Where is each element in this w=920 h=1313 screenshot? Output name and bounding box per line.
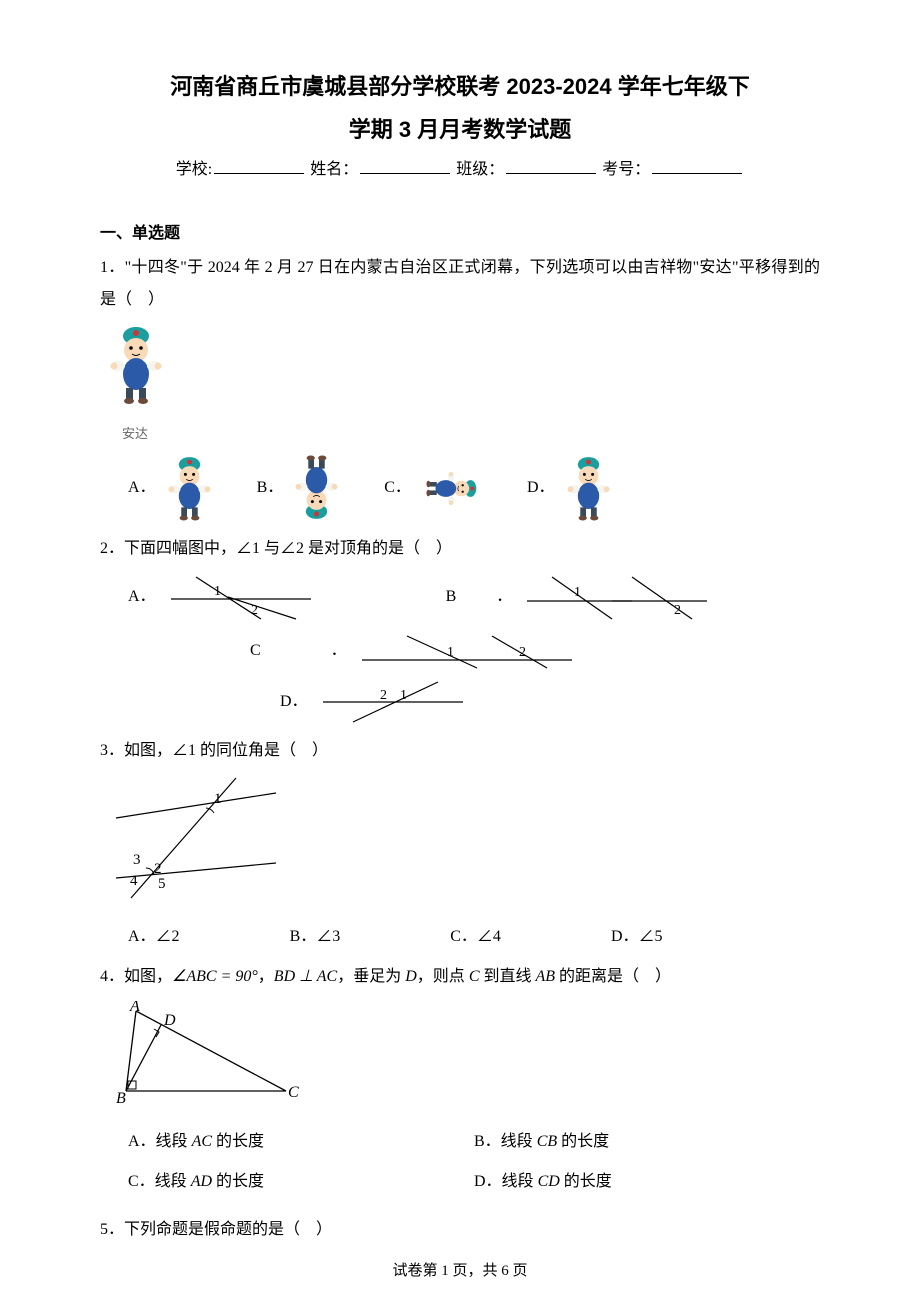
q4-pre: 4．如图， — [100, 968, 172, 985]
q3-diagram: 1 3 2 4 5 — [106, 773, 286, 903]
svg-text:A: A — [129, 1001, 140, 1015]
svg-text:1: 1 — [214, 791, 222, 807]
q1-opt-b-label: B． — [257, 472, 284, 504]
q3-opt-d: D．∠5 — [611, 921, 663, 953]
q1-opt-a-label: A． — [128, 472, 156, 504]
svg-text:1: 1 — [447, 645, 454, 660]
q4-text: 4．如图，∠ABC = 90°，BD ⊥ AC，垂足为 D，则点 C 到直线 A… — [100, 961, 820, 993]
q2-diagram-b: 1 2 — [512, 569, 712, 624]
section-header: 一、单选题 — [100, 222, 820, 246]
q3-opt-a: A．∠2 — [128, 921, 180, 953]
svg-text:4: 4 — [130, 873, 138, 889]
title-line-2: 学期 3 月月考数学试题 — [100, 113, 820, 146]
svg-text:1: 1 — [400, 688, 407, 703]
svg-text:2: 2 — [674, 603, 681, 618]
q3-text: 3．如图，∠1 的同位角是（ ） — [100, 735, 820, 767]
question-5: 5．下列命题是假命题的是（ ） — [100, 1214, 820, 1246]
q2-row-d: D． 2 1 — [280, 677, 820, 727]
q2-opt-b-dot: ． — [496, 581, 512, 613]
q3-opt-b: B．∠3 — [290, 921, 341, 953]
question-1: 1．"十四冬"于 2024 年 2 月 27 日在内蒙古自治区正式闭幕，下列选项… — [100, 252, 820, 523]
footer: 试卷第 1 页，共 6 页 — [100, 1260, 820, 1283]
q4-m4: 到直线 — [479, 968, 535, 985]
q4-options: A．线段 AC 的长度 B．线段 CB 的长度 C．线段 AD 的长度 D．线段… — [128, 1126, 820, 1206]
question-3: 3．如图，∠1 的同位角是（ ） 1 3 2 4 5 A．∠2 B．∠3 C．∠… — [100, 735, 820, 953]
q3-options: A．∠2 B．∠3 C．∠4 D．∠5 — [128, 921, 820, 953]
svg-text:D: D — [163, 1012, 176, 1029]
svg-text:2: 2 — [519, 645, 526, 660]
q4-opt-d: D．线段 CD 的长度 — [474, 1166, 820, 1198]
q3-opt-c: C．∠4 — [450, 921, 501, 953]
q2-opt-a-label: A． — [128, 581, 156, 613]
q2-diagram-a: 1 2 — [156, 569, 326, 624]
svg-text:1: 1 — [214, 584, 221, 599]
svg-text:C: C — [288, 1084, 299, 1101]
svg-text:5: 5 — [158, 876, 166, 892]
q4-m1: ， — [258, 968, 274, 985]
q4-formula2: BD ⊥ AC — [274, 968, 337, 985]
q2-opt-c-dot: ． — [331, 635, 347, 667]
name-blank — [360, 173, 450, 174]
q4-m2: ，垂足为 — [337, 968, 405, 985]
mascot-label: 安达 — [100, 421, 170, 447]
q4-ab: AB — [536, 968, 556, 985]
q4-opt-a: A．线段 AC 的长度 — [128, 1126, 474, 1158]
exam-no-blank — [652, 173, 742, 174]
q4-formula1: ∠ABC = 90° — [172, 968, 258, 985]
q1-option-c: C． — [384, 461, 487, 516]
q4-diagram: A D B C — [106, 1001, 306, 1106]
mascot-b-icon — [289, 453, 344, 523]
mascot-c-icon — [424, 453, 479, 523]
svg-text:2: 2 — [380, 688, 387, 703]
q2-row-ab: A． 1 2 B ． 1 2 — [128, 569, 820, 624]
q2-text: 2．下面四幅图中，∠1 与∠2 是对顶角的是（ ） — [100, 533, 820, 565]
q4-end: 的距离是（ ） — [555, 968, 671, 985]
class-blank — [506, 173, 596, 174]
q4-m3: ，则点 — [417, 968, 469, 985]
q4-opt-c: C．线段 AD 的长度 — [128, 1166, 474, 1198]
class-label: 班级： — [456, 161, 504, 178]
mascot-main — [106, 322, 166, 407]
q2-diagram-d: 2 1 — [308, 677, 478, 727]
q2-opt-d-label: D． — [280, 686, 308, 718]
svg-text:3: 3 — [133, 852, 141, 868]
info-line: 学校: 姓名： 班级： 考号： — [100, 158, 820, 182]
q1-opt-c-label: C． — [384, 472, 411, 504]
svg-text:2: 2 — [154, 861, 162, 877]
q1-option-b: B． — [257, 453, 345, 523]
title-line-1: 河南省商丘市虞城县部分学校联考 2023-2024 学年七年级下 — [100, 70, 820, 103]
question-2: 2．下面四幅图中，∠1 与∠2 是对顶角的是（ ） A． 1 2 B ． 1 2… — [100, 533, 820, 727]
mascot-d-icon — [561, 453, 616, 523]
q2-opt-c-label: C — [250, 635, 261, 667]
q4-c: C — [469, 968, 480, 985]
exam-no-label: 考号： — [602, 161, 650, 178]
mascot-a-icon — [162, 453, 217, 523]
q4-opt-b: B．线段 CB 的长度 — [474, 1126, 820, 1158]
q4-d: D — [405, 968, 417, 985]
q2-opt-b-label: B — [446, 581, 457, 613]
q1-opt-d-label: D． — [527, 472, 555, 504]
q1-option-d: D． — [527, 453, 616, 523]
school-blank — [214, 173, 304, 174]
q2-diagram-c: 1 2 — [347, 628, 587, 673]
school-label: 学校: — [176, 161, 212, 178]
q5-text: 5．下列命题是假命题的是（ ） — [100, 1214, 820, 1246]
svg-text:1: 1 — [574, 585, 581, 600]
q1-text: 1．"十四冬"于 2024 年 2 月 27 日在内蒙古自治区正式闭幕，下列选项… — [100, 252, 820, 316]
q2-row-c: C ． 1 2 — [250, 628, 820, 673]
question-4: 4．如图，∠ABC = 90°，BD ⊥ AC，垂足为 D，则点 C 到直线 A… — [100, 961, 820, 1206]
svg-text:B: B — [116, 1090, 126, 1106]
q1-options: A． B． — [128, 453, 820, 523]
q1-option-a: A． — [128, 453, 217, 523]
name-label: 姓名： — [310, 161, 358, 178]
svg-text:2: 2 — [251, 603, 258, 618]
